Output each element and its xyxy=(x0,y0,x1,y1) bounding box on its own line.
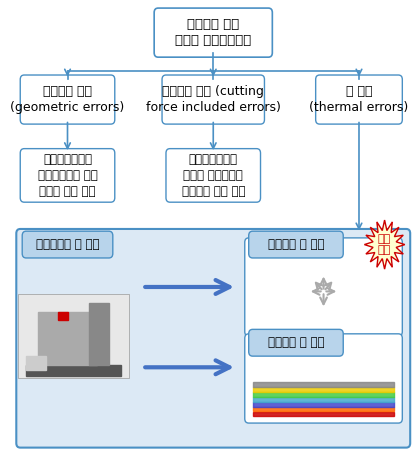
Bar xyxy=(253,407,394,411)
Bar xyxy=(26,356,46,370)
FancyBboxPatch shape xyxy=(249,330,343,356)
Text: 공작기계부품의
가공정밀도와 조립
정밀도 관련 오차: 공작기계부품의 가공정밀도와 조립 정밀도 관련 오차 xyxy=(38,153,97,198)
Bar xyxy=(253,412,394,416)
Text: 공작기계의 열 오차: 공작기계의 열 오차 xyxy=(36,238,99,251)
FancyBboxPatch shape xyxy=(16,229,410,448)
Polygon shape xyxy=(365,220,405,269)
FancyBboxPatch shape xyxy=(18,294,129,379)
Bar xyxy=(38,312,97,365)
FancyBboxPatch shape xyxy=(22,231,113,258)
Text: 기공부의 열 오차: 기공부의 열 오차 xyxy=(268,336,324,349)
FancyBboxPatch shape xyxy=(162,75,264,124)
Bar xyxy=(253,392,394,397)
FancyBboxPatch shape xyxy=(249,231,343,258)
Text: 이송부의 열 오차: 이송부의 열 오차 xyxy=(268,238,324,251)
Bar xyxy=(253,387,394,392)
FancyBboxPatch shape xyxy=(20,149,115,202)
Text: 제일
중요: 제일 중요 xyxy=(378,234,391,255)
Bar xyxy=(253,383,394,387)
Text: 기하학적 오차
(geometric errors): 기하학적 오차 (geometric errors) xyxy=(10,85,124,114)
Text: 절삭관련 오차 (cutting
force included errors): 절삭관련 오차 (cutting force included errors) xyxy=(146,85,281,114)
FancyBboxPatch shape xyxy=(245,334,402,423)
Bar xyxy=(26,365,121,376)
FancyBboxPatch shape xyxy=(245,238,402,336)
Bar xyxy=(89,303,109,365)
FancyBboxPatch shape xyxy=(20,75,115,124)
Bar xyxy=(253,397,394,402)
Text: 열 오차
(thermal errors): 열 오차 (thermal errors) xyxy=(309,85,409,114)
Text: 공작기계 정밀
가공품 오차발생원인: 공작기계 정밀 가공품 오차발생원인 xyxy=(175,18,251,47)
Bar xyxy=(253,402,394,406)
Text: 공작기계부품의
강도와 가공부품의
소재특성 관련 오차: 공작기계부품의 강도와 가공부품의 소재특성 관련 오차 xyxy=(181,153,245,198)
FancyBboxPatch shape xyxy=(166,149,261,202)
FancyBboxPatch shape xyxy=(316,75,402,124)
Bar xyxy=(58,312,67,321)
FancyBboxPatch shape xyxy=(154,8,272,57)
